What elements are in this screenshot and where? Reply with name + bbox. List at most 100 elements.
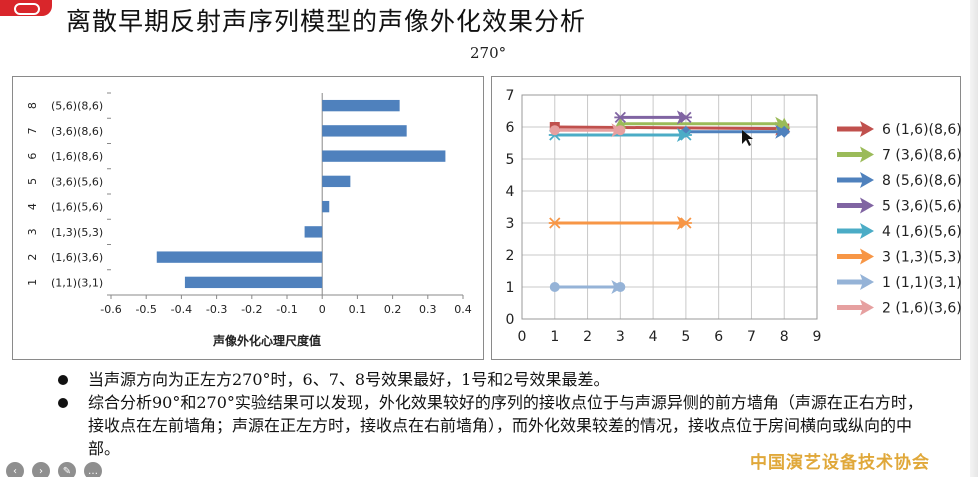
legend-label: 2 (1,6)(3,6) — [882, 301, 962, 317]
category-number: 1 — [26, 279, 39, 286]
arrow-head — [676, 110, 689, 125]
legend-item: 8 (5,6)(8,6) — [837, 172, 962, 189]
y-tick-label: 3 — [506, 216, 515, 232]
arrow-head — [611, 280, 624, 294]
bar — [156, 251, 323, 263]
point-marker — [549, 125, 560, 136]
x-tick-label: 4 — [649, 329, 658, 345]
legend-arrow — [860, 274, 874, 290]
category-label: (5,6)(8,6) — [51, 100, 103, 113]
next-icon[interactable]: › — [32, 462, 50, 477]
legend-label: 7 (3,6)(8,6) — [882, 148, 962, 164]
x-tick-label: 3 — [616, 329, 625, 345]
bar-chart-panel: -0.6 -0.5 -0.4 -0.3 -0.2 -0.1 0 0.1 0.2 0.3 0.4 (1,… — [12, 76, 484, 360]
x-tick-label: 2 — [583, 329, 592, 345]
slide-title: 离散早期反射声序列模型的声像外化效果分析 — [66, 7, 587, 36]
bar — [304, 226, 323, 238]
y-tick-label: 7 — [506, 88, 515, 104]
y-tick-label: 2 — [506, 248, 515, 264]
bullet-item: 综合分析90°和270°实验结果可以发现，外化效果较好的序列的接收点位于与声源异… — [54, 391, 934, 460]
x-tick-label: 0.2 — [384, 303, 402, 316]
x-tick-label: -0.1 — [276, 303, 297, 316]
legend-item: 7 (3,6)(8,6) — [837, 146, 962, 164]
x-tick-label: -0.6 — [100, 303, 121, 316]
legend-label: 8 (5,6)(8,6) — [882, 173, 962, 189]
category-number: 5 — [26, 178, 39, 185]
series-path — [549, 280, 626, 294]
scrollbar[interactable] — [970, 0, 978, 477]
x-tick-label: 8 — [780, 329, 789, 345]
slide-toolbar: ‹ › ✎ … — [6, 462, 102, 477]
arrow-head — [676, 216, 689, 230]
category-label: (1,6)(5,6) — [51, 201, 103, 214]
x-tick-label: 0 — [518, 329, 527, 345]
legend-arrow — [860, 223, 874, 239]
legend-item: 4 (1,6)(5,6) — [837, 223, 962, 240]
point-marker — [549, 282, 560, 292]
category-number: 4 — [26, 203, 39, 210]
x-tick-label: 5 — [681, 329, 690, 345]
legend-label: 3 (1,3)(5,3) — [882, 250, 962, 266]
bar — [322, 200, 330, 213]
category-label: (1,1)(3,1) — [51, 276, 103, 289]
y-tick-label: 0 — [506, 312, 515, 328]
x-tick-label: -0.2 — [241, 303, 262, 316]
legend-item: 3 (1,3)(5,3) — [837, 248, 962, 266]
bar — [322, 99, 400, 112]
menu-icon[interactable]: … — [84, 462, 102, 477]
x-tick-label: 0.4 — [454, 303, 472, 316]
x-tick-label: 0 — [319, 303, 326, 316]
series-path — [548, 216, 692, 230]
series-path — [614, 116, 791, 131]
legend-label: 4 (1,6)(5,6) — [882, 224, 962, 240]
category-label: (3,6)(8,6) — [51, 125, 103, 138]
legend-arrow — [860, 299, 874, 316]
legend-arrow — [860, 197, 874, 214]
prev-icon[interactable]: ‹ — [6, 462, 24, 477]
legend-arrow — [860, 248, 874, 265]
bar — [322, 125, 407, 137]
line-chart-panel: 0 1 2 3 4 5 6 7 8 9 0 1 2 3 4 5 6 7 6 (1,6)(8,6) 7 (3,6)(8,… — [491, 76, 962, 360]
org-logo — [0, 0, 52, 16]
bullet-item: 当声源方向为正左方270°时，6、7、8号效果最好，1号和2号效果最差。 — [54, 368, 934, 391]
legend-item: 6 (1,6)(8,6) — [837, 121, 962, 138]
x-tick-label: 9 — [813, 329, 822, 345]
category-number: 7 — [26, 127, 39, 134]
category-label: (3,6)(5,6) — [51, 175, 103, 188]
x-tick-label: 6 — [714, 329, 723, 345]
bar-chart: -0.6 -0.5 -0.4 -0.3 -0.2 -0.1 0 0.1 0.2 0.3 0.4 (1,… — [26, 92, 472, 348]
category-number: 8 — [26, 102, 39, 109]
x-tick-label: -0.4 — [171, 303, 192, 316]
category-number: 2 — [26, 254, 39, 261]
series-line — [554, 125, 785, 131]
x-tick-label: 7 — [747, 329, 756, 345]
category-label: (1,6)(8,6) — [51, 150, 103, 163]
legend-item: 5 (3,6)(5,6) — [837, 197, 962, 215]
legend-label: 6 (1,6)(8,6) — [882, 122, 962, 138]
bullet-list: 当声源方向为正左方270°时，6、7、8号效果最好，1号和2号效果最差。 综合分… — [54, 368, 934, 460]
x-axis-title: 声像外化心理尺度值 — [212, 333, 321, 348]
arrow-head — [611, 123, 624, 138]
x-tick-label: -0.5 — [135, 303, 156, 316]
legend-arrow — [860, 121, 874, 137]
point-marker — [614, 117, 627, 129]
legend-item: 2 (1,6)(3,6) — [837, 299, 962, 317]
legend-label: 5 (3,6)(5,6) — [882, 199, 962, 215]
x-tick-label: 1 — [550, 329, 559, 345]
bar — [322, 150, 446, 162]
bar — [322, 175, 351, 188]
y-tick-label: 6 — [506, 120, 515, 136]
legend-item: 1 (1,1)(3,1) — [837, 274, 962, 291]
bar — [184, 276, 323, 289]
series-path — [549, 123, 626, 138]
cursor-icon — [742, 130, 753, 146]
x-tick-label: -0.3 — [206, 303, 227, 316]
category-number: 6 — [26, 153, 39, 160]
legend-arrow — [860, 146, 874, 163]
angle-label: 270° — [470, 44, 507, 62]
x-tick-label: 0.3 — [419, 303, 437, 316]
pen-icon[interactable]: ✎ — [58, 462, 76, 477]
x-tick-label: 0.1 — [349, 303, 367, 316]
arrow-head — [676, 128, 689, 142]
category-label: (1,6)(3,6) — [51, 251, 103, 264]
